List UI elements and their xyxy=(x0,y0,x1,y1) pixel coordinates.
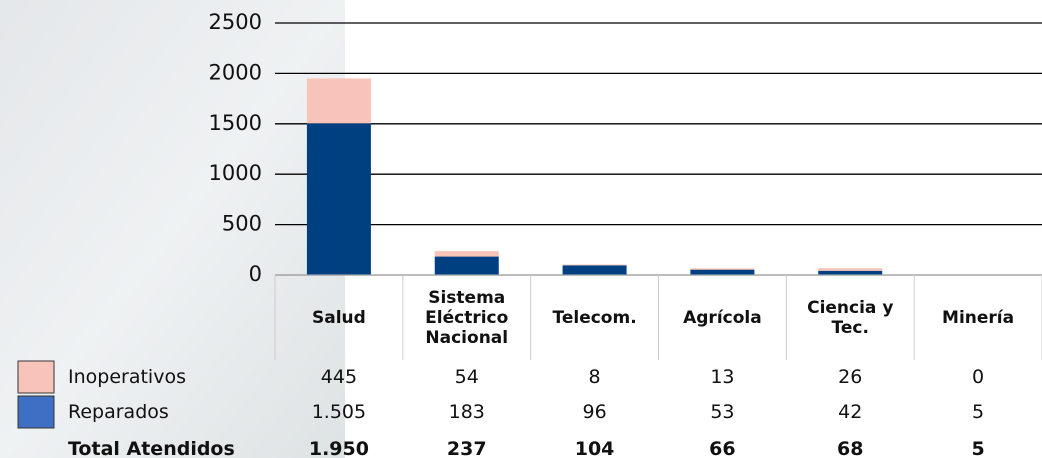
table-cell: 54 xyxy=(454,366,479,388)
table-cell: 5 xyxy=(972,401,985,423)
bar xyxy=(306,78,371,124)
bar xyxy=(690,269,755,275)
bar xyxy=(818,268,883,271)
total-cell: 5 xyxy=(971,438,985,458)
table-cell: 96 xyxy=(582,401,607,423)
total-cell: 237 xyxy=(446,438,487,458)
table-cell: 13 xyxy=(710,366,735,388)
total-label: Total Atendidos xyxy=(68,438,235,458)
bar xyxy=(562,265,627,275)
bar xyxy=(690,268,755,270)
table-cell: 42 xyxy=(838,401,863,423)
table-cell: 445 xyxy=(320,366,358,388)
total-cell: 104 xyxy=(574,438,615,458)
category-label: Sistema Eléctrico Nacional xyxy=(425,288,509,348)
category-label: Minería xyxy=(942,308,1015,328)
table-cell: 8 xyxy=(588,366,601,388)
legend-swatch xyxy=(17,360,55,394)
y-tick-label: 2500 xyxy=(209,10,262,34)
y-tick-label: 500 xyxy=(222,212,262,236)
legend-label: Inoperativos xyxy=(68,366,186,388)
table-cell: 26 xyxy=(838,366,863,388)
bar xyxy=(562,264,627,266)
category-label: Salud xyxy=(311,308,366,328)
bar xyxy=(306,123,371,276)
y-tick-label: 1500 xyxy=(209,111,262,135)
table-cell: 53 xyxy=(710,401,735,423)
y-tick-label: 0 xyxy=(249,262,262,286)
y-tick-label: 1000 xyxy=(209,161,262,185)
total-cell: 1.950 xyxy=(308,438,369,458)
background-photo xyxy=(0,0,345,458)
legend-label: Reparados xyxy=(68,401,169,423)
total-cell: 66 xyxy=(709,438,736,458)
y-tick-label: 2000 xyxy=(209,60,262,84)
category-label: Ciencia y Tec. xyxy=(807,298,894,338)
legend-swatch xyxy=(17,395,55,429)
table-cell: 0 xyxy=(972,366,985,388)
category-label: Agrícola xyxy=(683,308,762,328)
bar xyxy=(434,251,499,257)
category-label: Telecom. xyxy=(552,308,637,328)
table-cell: 183 xyxy=(448,401,485,423)
total-cell: 68 xyxy=(837,438,864,458)
table-cell: 1.505 xyxy=(311,401,367,423)
bar xyxy=(818,270,883,275)
bar xyxy=(434,256,499,275)
